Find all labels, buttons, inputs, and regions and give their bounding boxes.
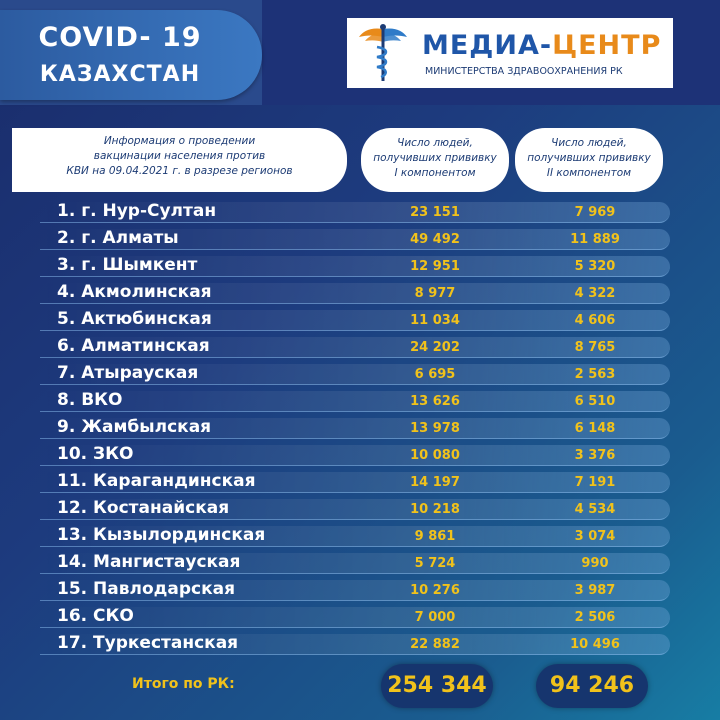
second-component-value: 8 765 xyxy=(574,340,616,355)
second-component-value: 3 074 xyxy=(574,529,616,544)
second-component-value: 5 320 xyxy=(574,259,616,274)
region-name: 13. Кызылординская xyxy=(57,525,266,545)
table-row: 7. Атырауская 6 695 2 563 xyxy=(40,363,670,385)
total-label: Итого по РК: xyxy=(132,676,235,692)
second-component-value: 2 563 xyxy=(574,367,616,382)
header-col1-line: I компонентом xyxy=(394,167,476,179)
table-row: 11. Карагандинская 14 197 7 191 xyxy=(40,471,670,493)
second-component-value: 2 506 xyxy=(574,610,616,625)
header-col2-line: II компонентом xyxy=(546,167,632,179)
second-component-value: 10 496 xyxy=(570,637,620,652)
header-info-line: вакцинации населения против xyxy=(93,150,266,162)
first-component-value: 9 861 xyxy=(414,529,456,544)
logo-title-part1: МЕДИА- xyxy=(422,30,553,61)
table-row: 16. СКО 7 000 2 506 xyxy=(40,606,670,628)
second-component-value: 990 xyxy=(581,556,609,571)
second-component-value: 7 969 xyxy=(574,205,616,220)
logo-title-part2: ЦЕНТР xyxy=(552,30,662,61)
table-row: 3. г. Шымкент 12 951 5 320 xyxy=(40,255,670,277)
first-component-value: 23 151 xyxy=(410,205,460,220)
table-row: 1. г. Нур-Султан 23 151 7 969 xyxy=(40,201,670,223)
region-name: 5. Актюбинская xyxy=(57,309,212,329)
second-component-value: 7 191 xyxy=(574,475,616,490)
table-row: 2. г. Алматы 49 492 11 889 xyxy=(40,228,670,250)
title-line1: COVID- 19 xyxy=(38,22,202,53)
first-component-value: 24 202 xyxy=(410,340,460,355)
table-row: 15. Павлодарская 10 276 3 987 xyxy=(40,579,670,601)
first-component-value: 8 977 xyxy=(414,286,456,301)
region-name: 11. Карагандинская xyxy=(57,471,256,491)
table-row: 5. Актюбинская 11 034 4 606 xyxy=(40,309,670,331)
caduceus-icon xyxy=(359,24,407,81)
region-name: 12. Костанайская xyxy=(57,498,230,518)
total-first-component: 254 344 xyxy=(381,664,493,708)
second-component-value: 4 606 xyxy=(574,313,616,328)
table-row: 10. ЗКО 10 080 3 376 xyxy=(40,444,670,466)
first-component-value: 10 276 xyxy=(410,583,460,598)
region-name: 17. Туркестанская xyxy=(57,633,239,653)
second-component-value: 4 322 xyxy=(574,286,616,301)
header-col2-line: Число людей, xyxy=(551,137,627,149)
region-name: 8. ВКО xyxy=(57,390,123,410)
table-row: 12. Костанайская 10 218 4 534 xyxy=(40,498,670,520)
second-component-value: 4 534 xyxy=(574,502,616,517)
header-col1-line: получивших прививку xyxy=(373,152,497,164)
table-header: Информация о проведении вакцинации насел… xyxy=(0,118,720,198)
table-row: 4. Акмолинская 8 977 4 322 xyxy=(40,282,670,304)
table-row: 14. Мангистауская 5 724 990 xyxy=(40,552,670,574)
second-component-value: 6 510 xyxy=(574,394,616,409)
region-name: 3. г. Шымкент xyxy=(57,255,198,275)
total-second-component: 94 246 xyxy=(536,664,648,708)
media-center-logo: МЕДИА-ЦЕНТР МИНИСТЕРСТВА ЗДРАВООХРАНЕНИЯ… xyxy=(347,18,673,88)
second-component-value: 11 889 xyxy=(570,232,620,247)
header-col2-line: получивших прививку xyxy=(527,152,651,164)
title-banner: COVID- 19 КАЗАХСТАН xyxy=(0,10,262,100)
table-row: 9. Жамбылская 13 978 6 148 xyxy=(40,417,670,439)
header-info-line: Информация о проведении xyxy=(103,135,256,147)
first-component-value: 11 034 xyxy=(410,313,460,328)
region-name: 2. г. Алматы xyxy=(57,228,179,248)
header-info: Информация о проведении вакцинации насел… xyxy=(12,128,347,192)
first-component-value: 10 080 xyxy=(410,448,460,463)
table-row: 8. ВКО 13 626 6 510 xyxy=(40,390,670,412)
region-name: 1. г. Нур-Султан xyxy=(57,201,217,221)
second-component-value: 3 376 xyxy=(574,448,616,463)
title-line2: КАЗАХСТАН xyxy=(39,62,201,87)
table-row: 17. Туркестанская 22 882 10 496 xyxy=(40,633,670,655)
region-name: 9. Жамбылская xyxy=(57,417,212,437)
first-component-value: 13 978 xyxy=(410,421,460,436)
logo-subtitle: МИНИСТЕРСТВА ЗДРАВООХРАНЕНИЯ РК xyxy=(425,66,623,77)
table-row: 6. Алматинская 24 202 8 765 xyxy=(40,336,670,358)
header-info-line: КВИ на 09.04.2021 г. в разрезе регионов xyxy=(66,165,293,177)
logo-title: МЕДИА-ЦЕНТР xyxy=(422,30,661,61)
first-component-value: 13 626 xyxy=(410,394,460,409)
header-first-component: Число людей, получивших прививку I компо… xyxy=(361,128,509,192)
header-second-component: Число людей, получивших прививку II комп… xyxy=(515,128,663,192)
first-component-value: 49 492 xyxy=(410,232,460,247)
first-component-value: 6 695 xyxy=(414,367,456,382)
region-name: 4. Акмолинская xyxy=(57,282,212,302)
header-col1-line: Число людей, xyxy=(397,137,473,149)
first-component-value: 22 882 xyxy=(410,637,460,652)
region-name: 14. Мангистауская xyxy=(57,552,241,572)
first-component-value: 7 000 xyxy=(414,610,456,625)
first-component-value: 14 197 xyxy=(410,475,460,490)
second-component-value: 6 148 xyxy=(574,421,616,436)
region-name: 10. ЗКО xyxy=(57,444,134,464)
region-name: 6. Алматинская xyxy=(57,336,210,356)
table-row: 13. Кызылординская 9 861 3 074 xyxy=(40,525,670,547)
region-name: 15. Павлодарская xyxy=(57,579,235,599)
first-component-value: 12 951 xyxy=(410,259,460,274)
region-name: 16. СКО xyxy=(57,606,134,626)
second-component-value: 3 987 xyxy=(574,583,616,598)
first-component-value: 5 724 xyxy=(414,556,456,571)
first-component-value: 10 218 xyxy=(410,502,460,517)
region-name: 7. Атырауская xyxy=(57,363,199,383)
